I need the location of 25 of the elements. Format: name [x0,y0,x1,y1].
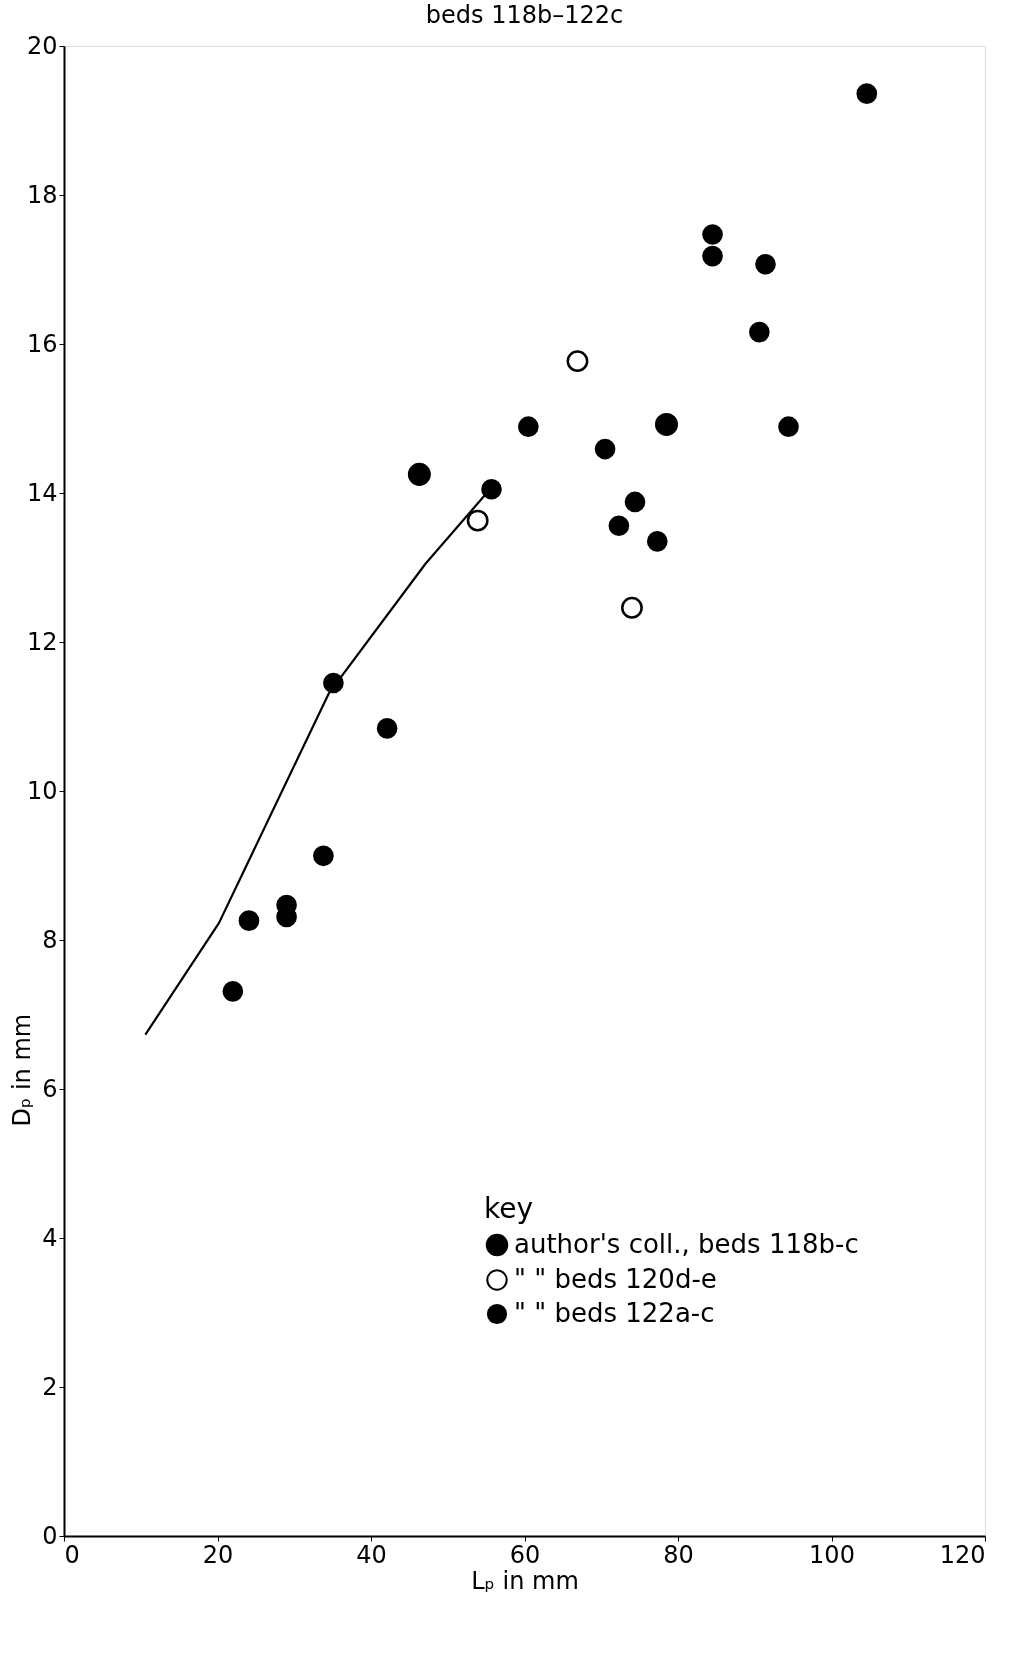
x-tick-label: 20 [202,1540,234,1569]
y-tick-label: 0 [42,1521,58,1550]
legend-label: author's coll., beds 118b-c [514,1229,859,1259]
y-tick-label: 12 [26,627,58,656]
y-tick-label: 16 [26,329,58,358]
x-tick-label: 0 [64,1540,80,1569]
x-tick-label: 80 [663,1540,694,1569]
y-tick-label: 18 [26,180,58,209]
y-tick-label: 4 [42,1223,58,1252]
y-tick-label: 8 [42,925,58,954]
x-tick-label: 40 [356,1540,387,1569]
y-tick-label: 6 [42,1074,58,1103]
y-tick-label: 14 [26,478,58,507]
x-tick-label: 100 [809,1540,855,1569]
y-axis-title: Dₚ in mm [7,1013,36,1127]
x-tick-label: 120 [939,1540,986,1569]
x-axis-title: Lₚ in mm [471,1566,579,1595]
legend-title: key [484,1192,534,1225]
y-tick-label: 20 [26,31,58,60]
y-tick-label: 2 [42,1372,58,1401]
legend-label: " " beds 120d-e [514,1264,717,1294]
y-tick-label: 10 [26,776,58,805]
chart-title: beds 118b–122c [425,1,624,29]
x-tick-label: 60 [509,1540,541,1569]
legend-label: " " beds 122a-c [514,1298,715,1328]
